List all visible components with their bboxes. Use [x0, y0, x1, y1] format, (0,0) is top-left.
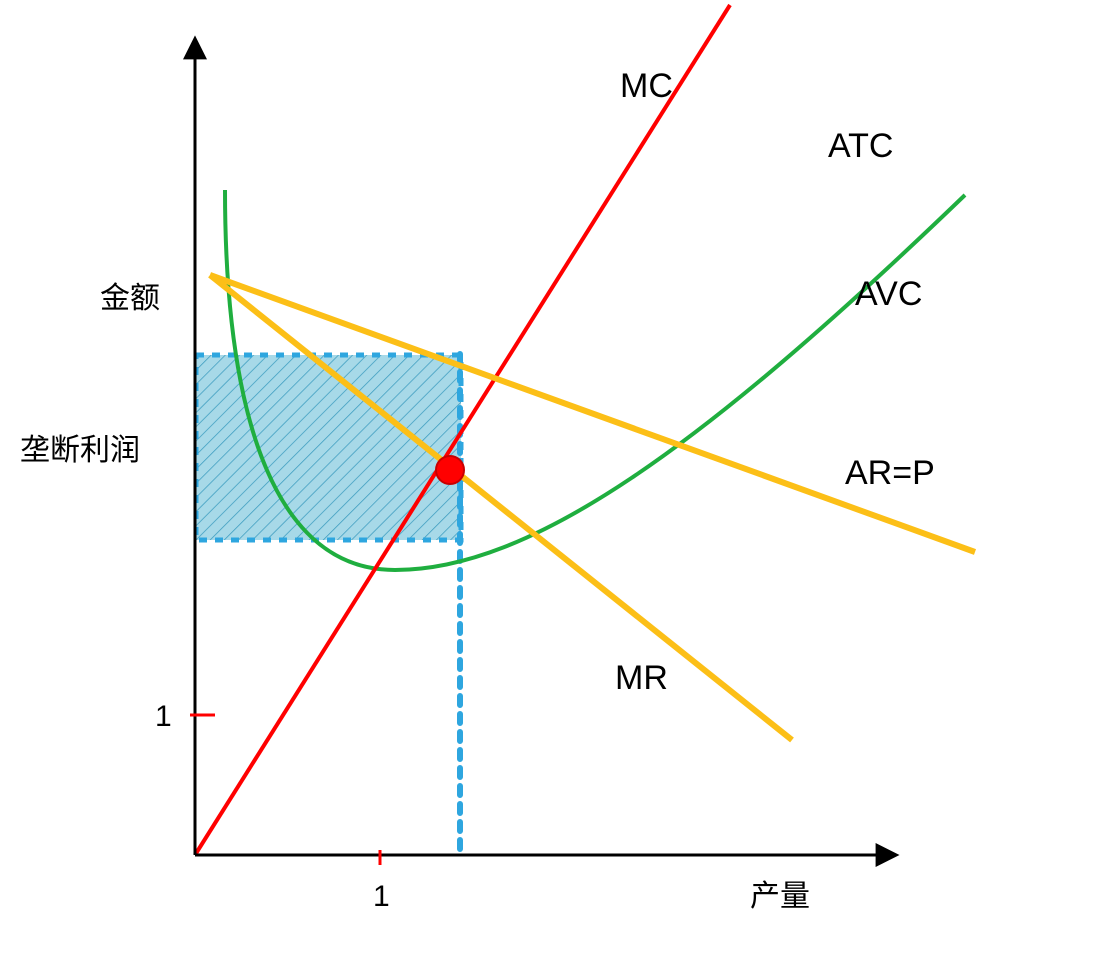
atc-label: ATC — [828, 127, 893, 165]
x-tick-label: 1 — [373, 880, 390, 913]
mr-label: MR — [615, 659, 668, 697]
monopoly-profit-diagram: MC ATC AVC AR=P MR 产量 金额 垄断利润 1 1 — [0, 0, 1118, 960]
mc-label: MC — [620, 67, 673, 105]
y-tick-label: 1 — [155, 700, 172, 733]
avc-label: AVC — [855, 275, 922, 313]
y-axis-label: 金额 — [100, 282, 160, 315]
ar-label: AR=P — [845, 454, 935, 492]
x-axis-label: 产量 — [750, 880, 810, 913]
profit-label: 垄断利润 — [20, 434, 140, 467]
equilibrium-point — [436, 456, 464, 484]
